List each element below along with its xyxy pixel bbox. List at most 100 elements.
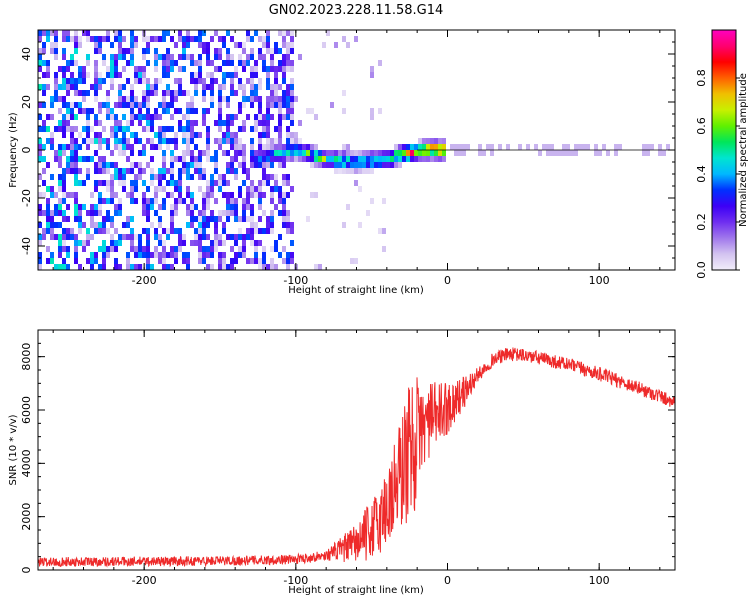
spectrogram-cell <box>82 180 86 186</box>
spectrogram-cell <box>426 150 430 156</box>
spectrogram-cell <box>54 96 58 102</box>
spectrogram-cell <box>270 210 274 216</box>
spectrogram-cell <box>78 42 82 48</box>
spectrogram-cell <box>290 138 294 144</box>
spectrogram-cell <box>130 90 134 96</box>
spectrogram-cell <box>170 162 174 168</box>
spectrogram-cell <box>70 78 74 84</box>
spectrogram-cell <box>62 150 66 156</box>
spectrogram-cell <box>166 144 170 150</box>
spectrogram-cell <box>42 168 46 174</box>
spectrogram-cell <box>98 168 102 174</box>
spectrogram-cell <box>230 78 234 84</box>
spectrogram-cell <box>230 138 234 144</box>
spectrogram-cell <box>230 114 234 120</box>
spectrogram-cell <box>274 48 278 54</box>
spectrogram-cell <box>94 252 98 258</box>
spectrogram-cell <box>134 162 138 168</box>
spectrogram-cell <box>110 126 114 132</box>
spectrogram-cell <box>194 72 198 78</box>
spectrogram-cell <box>254 240 258 246</box>
spectrogram-cell <box>334 168 338 174</box>
spectrogram-cell <box>538 150 542 156</box>
spectrogram-cell <box>270 258 274 264</box>
spectrogram-cell <box>142 72 146 78</box>
spectrogram-cell <box>66 204 70 210</box>
spectrogram-cell <box>66 252 70 258</box>
spectrogram-cell <box>414 150 418 156</box>
spectrogram-cell <box>278 252 282 258</box>
colorbar-tick-label: 0.0 <box>695 261 708 279</box>
spectrogram-cell <box>122 66 126 72</box>
spectrogram-cell <box>90 108 94 114</box>
spectrogram-cell <box>70 108 74 114</box>
spectrogram-cell <box>154 48 158 54</box>
spectrogram-cell <box>662 150 666 156</box>
spectrogram-cell <box>250 78 254 84</box>
spectrogram-cell <box>366 150 370 156</box>
spectrogram-cell <box>142 180 146 186</box>
spectrogram-cell <box>242 48 246 54</box>
spectrogram-cell <box>154 210 158 216</box>
spectrogram-cell <box>206 192 210 198</box>
spectrogram-cell <box>266 132 270 138</box>
spectrogram-cell <box>186 264 190 270</box>
spectrogram-cell <box>218 108 222 114</box>
spectrogram-cell <box>202 192 206 198</box>
spectrogram-cell <box>58 234 62 240</box>
spectrogram-cell <box>242 96 246 102</box>
spectrogram-cell <box>102 240 106 246</box>
spectrogram-cell <box>218 186 222 192</box>
spectrogram-cell <box>262 174 266 180</box>
spectrogram-cell <box>90 210 94 216</box>
spectrogram-cell <box>422 144 426 150</box>
spectrogram-cell <box>246 204 250 210</box>
spectrogram-cell <box>202 78 206 84</box>
spectrogram-cell <box>146 252 150 258</box>
spectrogram-cell <box>150 204 154 210</box>
spectrogram-cell <box>342 222 346 228</box>
spectrogram-cell <box>90 264 94 270</box>
spectrogram-cell <box>58 84 62 90</box>
spectrogram-cell <box>222 138 226 144</box>
spectrogram-cell <box>90 156 94 162</box>
spectrogram-cell <box>346 168 350 174</box>
spectrogram-cell <box>114 210 118 216</box>
spectrogram-cell <box>138 102 142 108</box>
spectrogram-cell <box>146 216 150 222</box>
spectrogram-cell <box>54 72 58 78</box>
spectrogram-cell <box>414 144 418 150</box>
spectrogram-cell <box>366 156 370 162</box>
spectrogram-cell <box>82 78 86 84</box>
spectrogram-cell <box>114 66 118 72</box>
spectrogram-cell <box>350 150 354 156</box>
spectrogram-cell <box>206 42 210 48</box>
spectrogram-cell <box>62 96 66 102</box>
spectrogram-cell <box>282 66 286 72</box>
spectrogram-cell <box>50 42 54 48</box>
spectrogram-cell <box>366 210 370 216</box>
spectrogram-cell <box>270 150 274 156</box>
spectrogram-cell <box>278 192 282 198</box>
spectrogram-cell <box>118 180 122 186</box>
spectrogram-cell <box>330 150 334 156</box>
spectrogram-cell <box>126 252 130 258</box>
spectrogram-cell <box>278 198 282 204</box>
spectrogram-cell <box>94 36 98 42</box>
spectrogram-cell <box>278 66 282 72</box>
spectrogram-cell <box>286 108 290 114</box>
spectrogram-cell <box>266 162 270 168</box>
spectrogram-cell <box>206 84 210 90</box>
spectrogram-cell <box>94 138 98 144</box>
spectrogram-cell <box>250 210 254 216</box>
spectrogram-cell <box>298 54 302 60</box>
spectrogram-cell <box>190 156 194 162</box>
spectrogram-cell <box>130 168 134 174</box>
spectrogram-cell <box>182 198 186 204</box>
spectrogram-cell <box>158 222 162 228</box>
spectrogram-cell <box>330 156 334 162</box>
spectrogram-cell <box>274 144 278 150</box>
spectrogram-cell <box>222 60 226 66</box>
spectrogram-cell <box>106 138 110 144</box>
spectrogram-cell <box>422 138 426 144</box>
